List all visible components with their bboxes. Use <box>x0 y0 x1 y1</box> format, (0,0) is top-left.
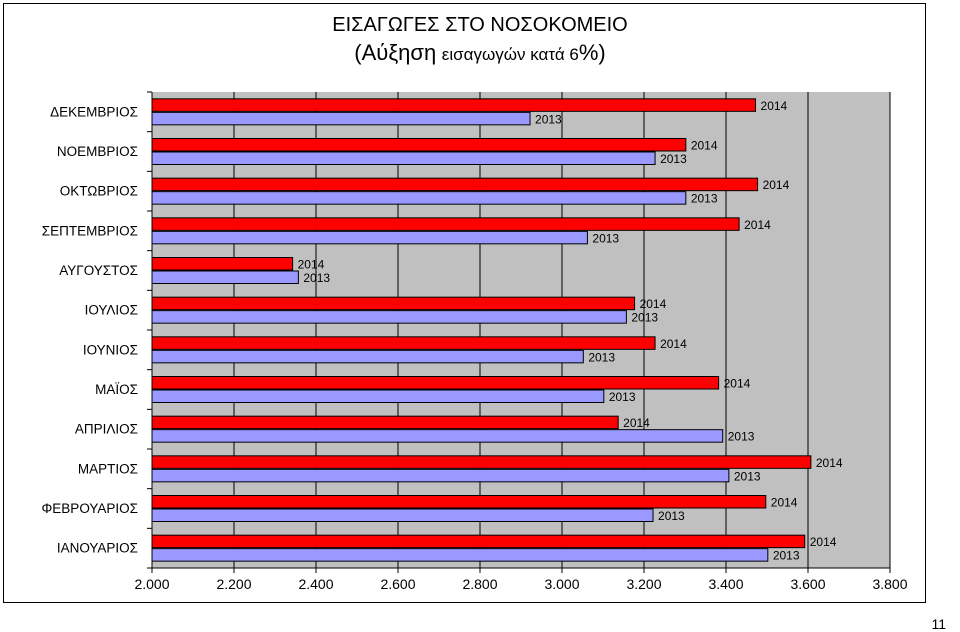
subtitle-close-paren: ) <box>598 40 606 65</box>
category-label: ΑΠΡΙΛΙΟΣ <box>75 422 138 437</box>
x-tick-label: 3.800 <box>872 576 907 592</box>
category-label: ΙΑΝΟΥΑΡΙΟΣ <box>57 541 138 556</box>
category-label: ΟΚΤΩΒΡΙΟΣ <box>60 184 138 199</box>
bar-2013 <box>151 468 730 483</box>
category-label: ΝΟΕΜΒΡΙΟΣ <box>57 144 138 159</box>
data-label-2013: 2013 <box>773 549 800 563</box>
bar-2014 <box>151 177 759 192</box>
x-tick-label: 3.200 <box>626 576 661 592</box>
subtitle-open-paren: ( <box>354 40 362 65</box>
x-tick-label: 2.600 <box>380 576 415 592</box>
chart-subtitle: (Αύξηση εισαγωγών κατά 6%) <box>0 40 960 66</box>
data-label-2014: 2014 <box>640 297 667 311</box>
category-label: ΑΥΓΟΥΣΤΟΣ <box>59 263 138 278</box>
bar-2014 <box>151 534 806 549</box>
data-label-2014: 2014 <box>761 99 788 113</box>
data-label-2014: 2014 <box>298 258 325 272</box>
x-tick-label: 2.200 <box>216 576 251 592</box>
bar-2013 <box>151 310 627 324</box>
category-label: ΔΕΚΕΜΒΡΙΟΣ <box>50 104 138 119</box>
bar-2014 <box>151 217 740 231</box>
bar-2014 <box>151 455 812 469</box>
subtitle-text: εισαγωγών κατά 6 <box>441 45 579 64</box>
x-tick-label: 2.000 <box>134 576 169 592</box>
subtitle-percent: % <box>578 40 599 65</box>
category-label: ΣΕΠΤΕΜΒΡΙΟΣ <box>42 223 138 238</box>
bar-2014 <box>151 98 757 112</box>
data-label-2013: 2013 <box>609 390 636 404</box>
category-label: ΜΑΡΤΙΟΣ <box>78 461 138 476</box>
page-number: 11 <box>931 616 946 632</box>
bar-2013 <box>151 151 656 165</box>
data-label-2013: 2013 <box>631 311 658 325</box>
x-tick-label: 2.800 <box>462 576 497 592</box>
data-label-2013: 2013 <box>660 152 687 166</box>
bar-2013 <box>151 111 531 126</box>
x-tick-label: 3.000 <box>544 576 579 592</box>
data-label-2013: 2013 <box>734 469 761 483</box>
bar-2013 <box>151 230 588 245</box>
data-label-2014: 2014 <box>816 456 843 470</box>
data-label-2013: 2013 <box>658 509 685 523</box>
bar-2014 <box>151 138 687 152</box>
data-label-2014: 2014 <box>724 377 751 391</box>
x-tick-label: 3.400 <box>708 576 743 592</box>
data-label-2014: 2014 <box>623 416 650 430</box>
data-label-2013: 2013 <box>535 112 562 126</box>
bar-2014 <box>151 376 720 390</box>
data-label-2013: 2013 <box>691 192 718 206</box>
category-label: ΜΑΪΟΣ <box>95 382 138 397</box>
category-label: ΙΟΥΛΙΟΣ <box>85 303 138 318</box>
bar-2013 <box>151 270 299 284</box>
category-label: ΦΕΒΡΟΥΑΡΙΟΣ <box>42 501 138 516</box>
data-label-2013: 2013 <box>592 231 619 245</box>
x-tick-label: 2.400 <box>298 576 333 592</box>
chart-title: ΕΙΣΑΓΩΓΕΣ ΣΤΟ ΝΟΣΟΚΟΜΕΙΟ <box>332 14 628 36</box>
bar-2013 <box>151 389 605 403</box>
bar-2014 <box>151 336 656 350</box>
data-label-2014: 2014 <box>691 139 718 153</box>
plot-area <box>152 92 890 568</box>
data-label-2014: 2014 <box>660 337 687 351</box>
x-tick-label: 3.600 <box>790 576 825 592</box>
data-label-2014: 2014 <box>763 178 790 192</box>
data-label-2013: 2013 <box>303 271 330 285</box>
data-label-2014: 2014 <box>810 535 837 549</box>
bar-2014 <box>151 495 767 509</box>
data-label-2013: 2013 <box>728 430 755 444</box>
subtitle-word-increase: Αύξηση <box>361 40 437 65</box>
bar-2013 <box>151 508 654 522</box>
data-label-2013: 2013 <box>588 350 615 364</box>
bar-2014 <box>151 296 636 311</box>
data-label-2014: 2014 <box>744 218 771 232</box>
bar-2013 <box>151 349 584 364</box>
bar-2014 <box>151 415 619 430</box>
bar-2014 <box>151 257 294 271</box>
bar-2013 <box>151 548 769 562</box>
data-label-2014: 2014 <box>771 496 798 510</box>
bar-2013 <box>151 429 724 443</box>
category-label: ΙΟΥΝΙΟΣ <box>83 342 138 357</box>
bar-2013 <box>151 191 687 205</box>
